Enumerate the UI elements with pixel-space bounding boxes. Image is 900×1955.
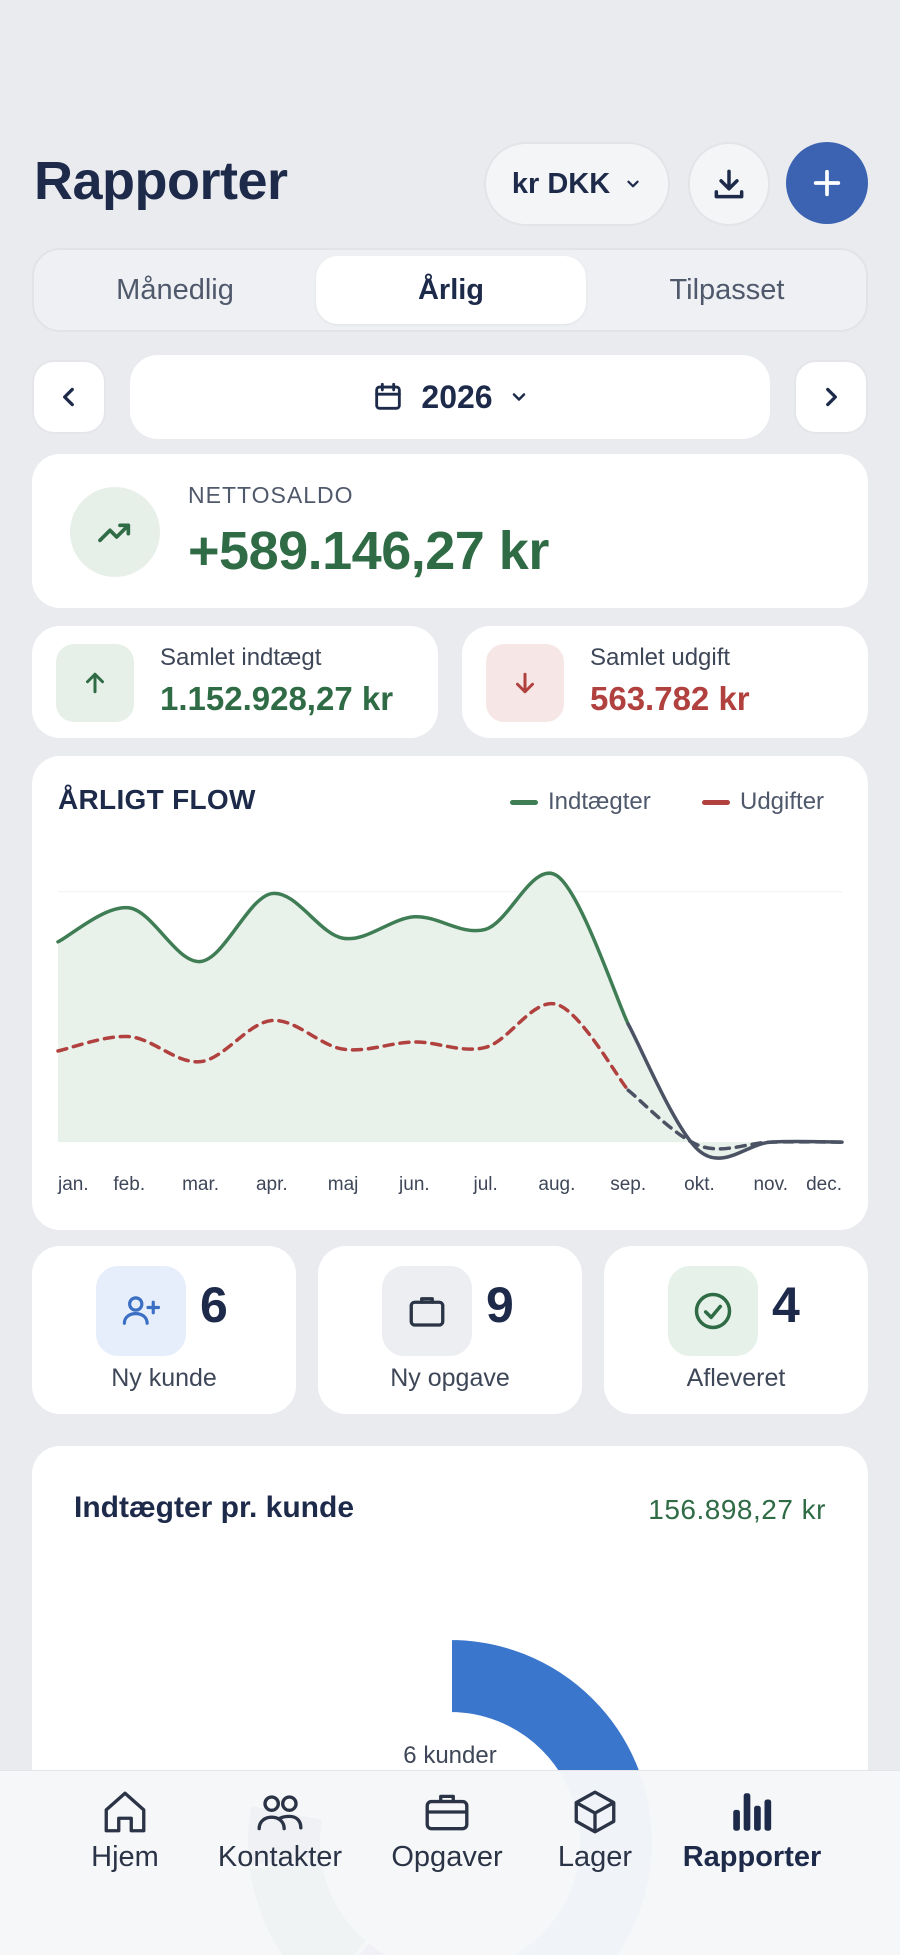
nav-label-home: Hjem [91, 1841, 159, 1873]
revenue-total: 156.898,27 kr [648, 1494, 826, 1525]
nav-tasks[interactable]: Opgaver [382, 1787, 512, 1874]
expense-line [56, 1001, 630, 1093]
currency-label: kr DKK [511, 167, 611, 200]
revenue-title: Indtægter pr. kunde [74, 1491, 355, 1524]
expense-card: Samlet udgift 563.782 kr [462, 626, 868, 738]
nav-label-reports: Rapporter [682, 1841, 822, 1873]
yearly-flow-card: ÅRLIGT FLOW Indtægter Udgifter jan. feb. m… [32, 756, 868, 1230]
x-tick-label: aug. [538, 1174, 575, 1195]
income-card: Samlet indtægt 1.152.928,27 kr [32, 626, 438, 738]
bar-chart-icon [733, 1793, 772, 1831]
chevron-right-icon [826, 387, 837, 407]
arrow-down-icon [486, 644, 564, 722]
add-user-icon [96, 1266, 186, 1356]
stat-value-delivered: 4 [772, 1277, 800, 1333]
calendar-icon [375, 382, 402, 410]
currency-selector[interactable]: kr DKK [484, 142, 670, 226]
x-tick-label: feb. [113, 1174, 145, 1195]
stat-value-new-customer: 6 [200, 1277, 228, 1333]
x-tick-label: maj [328, 1174, 359, 1195]
flow-chart: jan. feb. mar. apr. maj jun. jul. aug. sep. okt. n… [56, 871, 844, 1195]
legend-expense: Udgifter [702, 788, 824, 816]
x-tick-label: sep. [610, 1174, 646, 1195]
net-balance-label: NETTOSALDO [188, 482, 354, 508]
period-tabs: Månedlig Årlig Tilpasset [32, 248, 868, 332]
nav-inventory[interactable]: Lager [540, 1787, 650, 1874]
stat-value-new-task: 9 [486, 1277, 514, 1333]
chevron-down-icon [512, 393, 525, 401]
x-tick-label: mar. [182, 1174, 219, 1195]
x-tick-label: apr. [256, 1174, 288, 1195]
stat-label-new-task: Ny opgave [390, 1364, 510, 1392]
stat-label-delivered: Afleveret [686, 1364, 786, 1392]
x-tick-label: nov. [753, 1174, 788, 1195]
arrow-up-icon [56, 644, 134, 722]
previous-year-button[interactable] [32, 360, 106, 434]
legend-swatch-income [510, 799, 538, 805]
chevron-left-icon [63, 387, 74, 407]
chevron-down-icon [627, 180, 639, 188]
expense-label: Samlet udgift [590, 644, 731, 671]
legend-income: Indtægter [510, 788, 651, 816]
year-value: 2026 [421, 378, 493, 415]
x-tick-label: jan. [57, 1174, 89, 1195]
nav-label-contacts: Kontakter [217, 1841, 343, 1873]
nav-label-tasks: Opgaver [391, 1841, 503, 1873]
download-icon [714, 169, 744, 199]
page-title: Rapporter [34, 151, 288, 211]
stat-card-new-customer[interactable]: 6 Ny kunde [32, 1246, 296, 1414]
check-circle-icon [668, 1266, 758, 1356]
income-label: Samlet indtægt [160, 644, 322, 671]
stat-card-delivered[interactable]: 4 Afleveret [604, 1246, 868, 1414]
legend-label-expense: Udgifter [740, 788, 825, 815]
donut-center-label: 6 kunder [403, 1742, 497, 1769]
income-area [58, 873, 842, 1159]
year-selector[interactable]: 2026 [130, 355, 770, 439]
x-tick-label: dec. [806, 1174, 842, 1195]
nav-contacts[interactable]: Kontakter [200, 1787, 360, 1874]
stat-label-new-customer: Ny kunde [111, 1364, 217, 1392]
legend-label-income: Indtægter [548, 788, 651, 815]
x-tick-label: jul. [472, 1174, 497, 1195]
net-balance-card: NETTOSALDO +589.146,27 kr [32, 454, 868, 608]
tab-custom[interactable]: Tilpasset [669, 273, 785, 306]
nav-home[interactable]: Hjem [70, 1787, 180, 1874]
x-tick-label: jun. [398, 1174, 430, 1195]
income-line [56, 871, 630, 1026]
nav-reports[interactable]: Rapporter [670, 1787, 834, 1874]
box-icon [574, 1790, 616, 1834]
tab-yearly[interactable]: Årlig [316, 256, 586, 324]
contacts-icon [257, 1795, 303, 1831]
expense-value: 563.782 kr [590, 680, 750, 717]
net-balance-value: +589.146,27 kr [188, 521, 549, 581]
income-forecast-line [626, 1022, 844, 1160]
home-icon [104, 1791, 146, 1833]
bottom-navigation: Hjem Kontakter Opgaver Lager Rapporter [0, 1770, 900, 1955]
legend-swatch-expense [702, 799, 730, 805]
add-button[interactable] [786, 142, 868, 224]
plus-icon [813, 169, 841, 197]
chart-title: ÅRLIGT FLOW [58, 784, 256, 815]
briefcase-icon [425, 1794, 469, 1831]
next-year-button[interactable] [794, 360, 868, 434]
trending-up-icon [70, 487, 160, 577]
x-tick-label: okt. [684, 1174, 715, 1195]
nav-label-inventory: Lager [557, 1841, 633, 1873]
download-button[interactable] [688, 142, 770, 226]
income-value: 1.152.928,27 kr [160, 680, 394, 717]
briefcase-icon [382, 1266, 472, 1356]
stat-card-new-task[interactable]: 9 Ny opgave [318, 1246, 582, 1414]
tab-monthly[interactable]: Månedlig [116, 273, 234, 306]
